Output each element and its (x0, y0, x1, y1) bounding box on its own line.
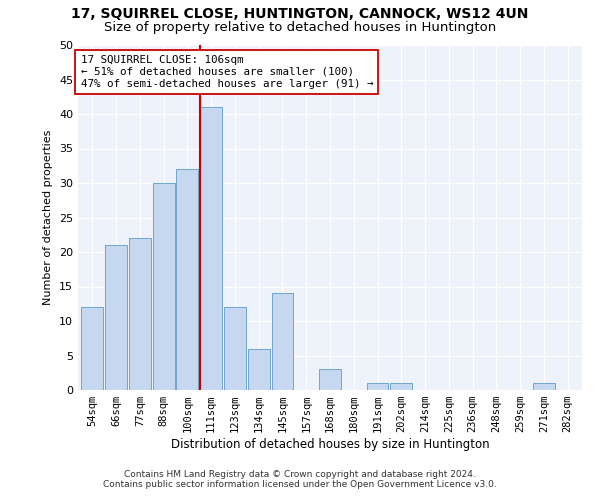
Bar (129, 238, 151, 390)
Bar (176, 169, 198, 390)
Bar (82, 307, 103, 390)
Bar (248, 348, 269, 390)
Bar (367, 383, 388, 390)
Bar (272, 294, 293, 390)
Bar (152, 183, 175, 390)
Bar (224, 307, 246, 390)
Text: 17 SQUIRREL CLOSE: 106sqm
← 51% of detached houses are smaller (100)
47% of semi: 17 SQUIRREL CLOSE: 106sqm ← 51% of detac… (80, 56, 373, 88)
Text: Size of property relative to detached houses in Huntington: Size of property relative to detached ho… (104, 21, 496, 34)
Bar (391, 383, 412, 390)
Text: Contains HM Land Registry data © Crown copyright and database right 2024.
Contai: Contains HM Land Registry data © Crown c… (103, 470, 497, 489)
Text: 17, SQUIRREL CLOSE, HUNTINGTON, CANNOCK, WS12 4UN: 17, SQUIRREL CLOSE, HUNTINGTON, CANNOCK,… (71, 8, 529, 22)
Bar (200, 107, 222, 390)
X-axis label: Distribution of detached houses by size in Huntington: Distribution of detached houses by size … (170, 438, 490, 451)
Bar (105, 245, 127, 390)
Bar (319, 370, 341, 390)
Y-axis label: Number of detached properties: Number of detached properties (43, 130, 53, 305)
Bar (533, 383, 555, 390)
